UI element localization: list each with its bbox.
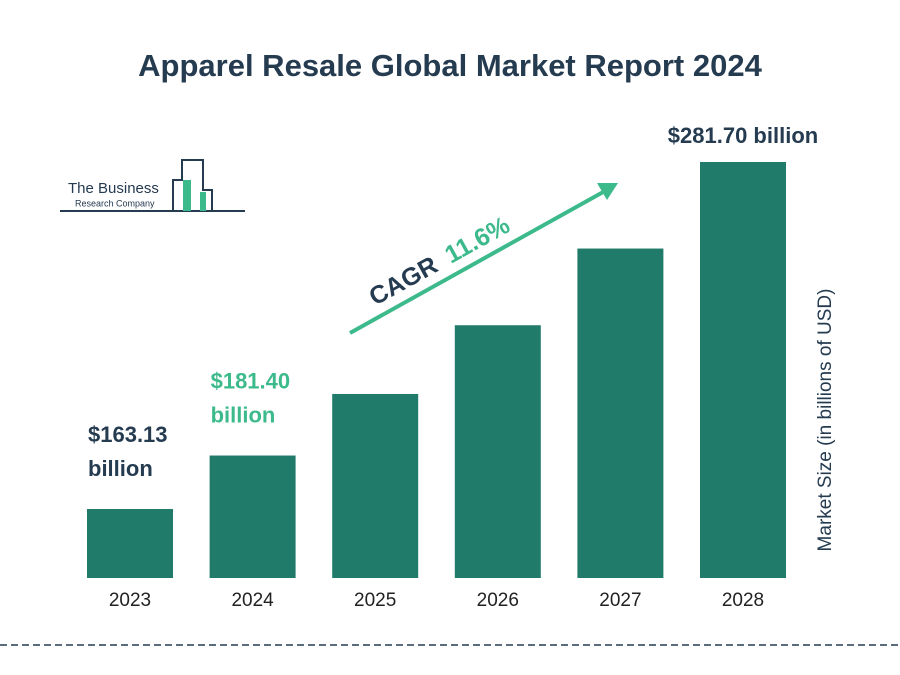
logo: The Business Research Company xyxy=(60,159,245,212)
logo-subtext: Research Company xyxy=(75,198,155,208)
value-label: $181.40 billion xyxy=(211,368,291,427)
bar xyxy=(87,509,173,578)
chart-title: Apparel Resale Global Market Report 2024 xyxy=(138,48,762,83)
x-tick-label: 2025 xyxy=(354,590,396,611)
x-tick-label: 2027 xyxy=(599,590,641,611)
x-tick-label: 2023 xyxy=(109,590,151,611)
value-label: $281.70 billion xyxy=(668,123,818,148)
x-tick-label: 2024 xyxy=(231,590,274,611)
value-label: $163.13 billion xyxy=(88,422,168,481)
bar xyxy=(209,455,296,578)
svg-text:CAGR 11.6%: CAGR 11.6% xyxy=(364,211,514,311)
y-axis-label: Market Size (in billions of USD) xyxy=(815,289,836,552)
logo-text: The Business xyxy=(68,180,159,197)
bar xyxy=(332,393,419,578)
bar xyxy=(700,162,786,578)
x-tick-label: 2028 xyxy=(722,590,764,611)
bar xyxy=(454,325,541,578)
bar xyxy=(577,248,664,578)
x-tick-label: 2026 xyxy=(477,590,519,611)
